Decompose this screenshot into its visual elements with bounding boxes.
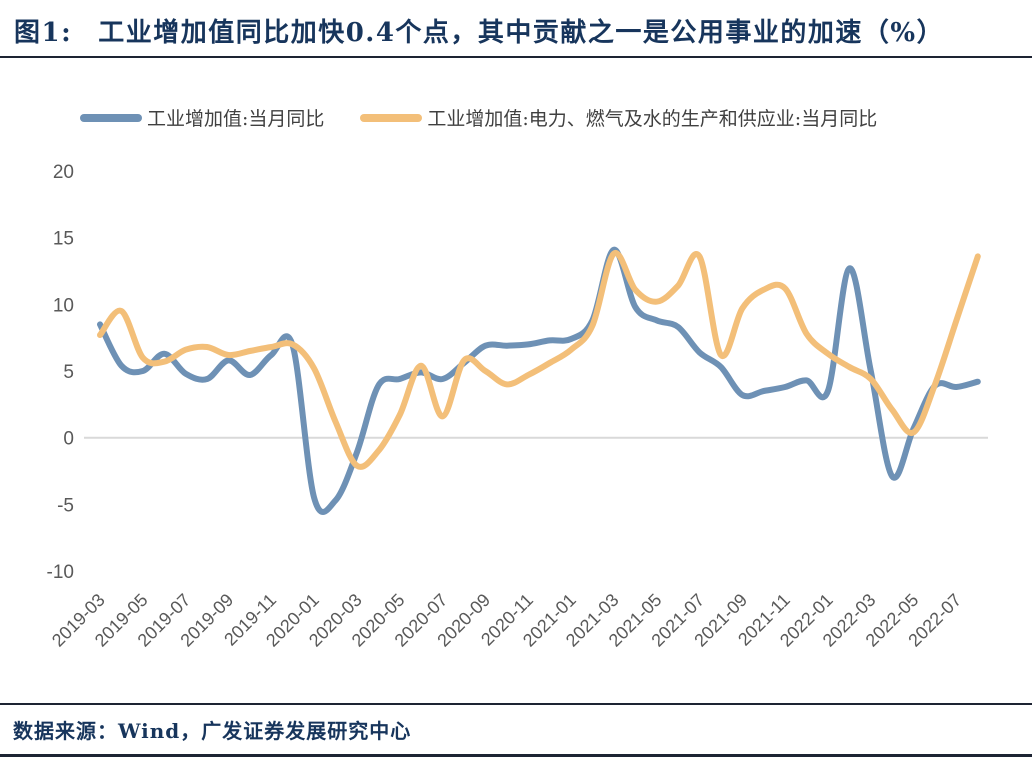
y-axis-tick-label: 15	[53, 229, 74, 250]
y-axis-tick-label: 10	[53, 295, 74, 316]
series-line-utilities	[97, 250, 981, 470]
y-axis-tick-label: 0	[63, 429, 74, 450]
series-line-industrial-output	[97, 246, 981, 515]
data-source-note: 数据来源：Wind，广发证券发展研究中心	[13, 719, 412, 743]
y-axis-tick-label: 5	[63, 362, 74, 383]
figure-title-row: 图1: 工业增加值同比加快0.4个点，其中贡献之一是公用事业的加速（%）	[14, 16, 1018, 50]
footer-divider	[0, 703, 1032, 705]
figure-title: 图1: 工业增加值同比加快0.4个点，其中贡献之一是公用事业的加速（%）	[14, 16, 1018, 50]
y-axis-tick-label: -5	[57, 495, 74, 516]
line-chart-area: 20 15 10 5 0 -5 -10 2019-03 2019-05 2019-07 2019-0…	[0, 150, 1032, 690]
y-axis-tick-label: -10	[47, 562, 74, 583]
legend-label-utilities: 工业增加值:电力、燃气及水的生产和供应业:当月同比	[427, 108, 878, 130]
chart-legend: 工业增加值:当月同比 工业增加值:电力、燃气及水的生产和供应业:当月同比	[80, 104, 877, 131]
y-axis-tick-label: 20	[53, 162, 74, 183]
bottom-border	[0, 754, 1032, 757]
legend-swatch-orange	[360, 113, 423, 122]
figure-title-text: 工业增加值同比加快0.4个点，其中贡献之一是公用事业的加速（%）	[98, 18, 945, 48]
title-divider	[0, 56, 1032, 58]
legend-item-industrial-output: 工业增加值:当月同比	[80, 104, 324, 131]
legend-label-industrial-output: 工业增加值:当月同比	[147, 108, 325, 130]
legend-item-utilities: 工业增加值:电力、燃气及水的生产和供应业:当月同比	[360, 104, 877, 131]
line-chart: 20151050-5-102019-032019-052019-072019-0…	[47, 162, 988, 651]
figure-number-label: 图1:	[14, 18, 73, 48]
legend-swatch-blue	[80, 113, 142, 122]
